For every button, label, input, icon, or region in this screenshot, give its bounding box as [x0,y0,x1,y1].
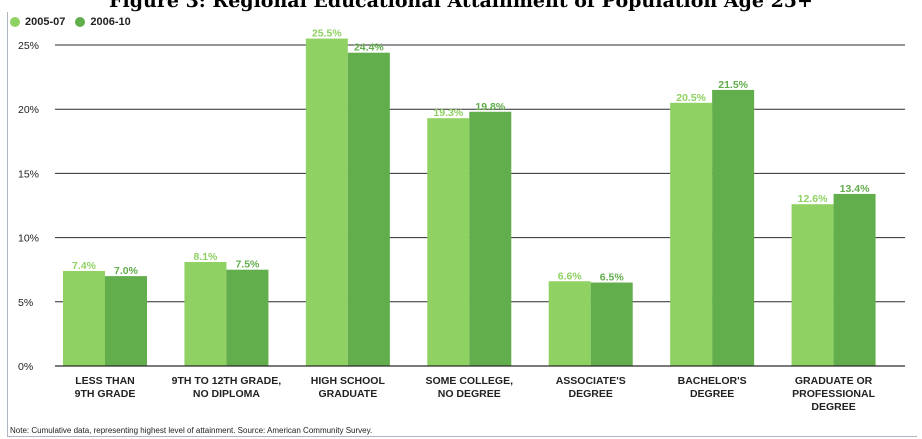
x-tick-label: GRADUATE OR [795,375,873,387]
y-tick-label: 25% [18,40,39,52]
bar-2006-10-4 [590,282,633,366]
bar-2006-10-3 [469,111,512,366]
legend: 2005-07 2006-10 [10,16,141,28]
data-label: 24.4% [354,42,384,54]
x-tick-label: LESS THAN [75,375,135,387]
legend-swatch-2005-07 [10,17,20,27]
bar-2005-07-1 [184,261,227,366]
bar-2005-07-2 [305,38,348,367]
chart-title: Figure 3: Regional Educational Attainmen… [109,0,813,12]
legend-item-2006-10: 2006-10 [75,16,131,28]
data-label: 13.4% [840,183,870,195]
bar-2006-10-5 [712,89,755,366]
legend-item-2005-07: 2005-07 [10,16,65,28]
bar-2006-10-2 [347,52,390,366]
source-note: Note: Cumulative data, representing high… [10,426,373,435]
x-tick-label: NO DIPLOMA [193,388,260,400]
data-label: 7.4% [72,260,97,272]
data-label: 19.3% [433,107,463,119]
data-label: 12.6% [798,193,828,205]
x-tick-label: PROFESSIONAL [792,388,875,400]
x-tick-label: ASSOCIATE'S [556,375,626,387]
bar-2005-07-6 [791,204,834,366]
data-label: 7.5% [235,259,260,271]
data-label: 8.1% [193,251,218,263]
bar-2005-07-4 [548,281,591,366]
y-tick-label: 20% [18,104,39,116]
x-tick-label: HIGH SCHOOL [311,375,386,387]
legend-label-2006-10: 2006-10 [90,16,131,28]
bar-2006-10-0 [105,276,147,366]
x-tick-label: GRADUATE [318,388,377,400]
y-tick-label: 15% [18,168,39,180]
data-label: 25.5% [312,28,342,40]
bar-2005-07-3 [427,118,470,366]
y-tick-label: 0% [18,361,33,373]
x-tick-label: DEGREE [569,388,613,400]
x-tick-label: DEGREE [690,388,734,400]
x-tick-label: NO DEGREE [438,388,501,400]
data-label: 21.5% [718,79,748,91]
data-label: 6.6% [558,270,583,282]
x-tick-label: SOME COLLEGE, [426,375,514,387]
x-tick-label: BACHELOR'S [678,375,747,387]
bar-2006-10-1 [226,269,269,366]
y-tick-label: 10% [18,233,39,245]
bar-2005-07-5 [670,102,713,366]
bar-2006-10-6 [833,193,876,366]
legend-swatch-2006-10 [75,17,86,27]
chart-frame [7,12,917,437]
legend-label-2005-07: 2005-07 [25,16,66,28]
data-label: 20.5% [676,92,706,104]
y-tick-label: 5% [18,297,33,309]
x-tick-label: DEGREE [811,401,855,413]
data-label: 19.8% [475,101,505,113]
data-label: 6.5% [600,272,625,284]
data-label: 7.0% [114,265,139,277]
bar-2005-07-0 [63,270,105,366]
x-tick-label: 9TH TO 12TH GRADE, [172,375,282,387]
x-tick-label: 9TH GRADE [75,388,136,400]
